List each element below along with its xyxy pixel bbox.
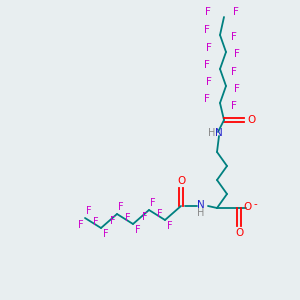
Text: F: F xyxy=(167,221,173,231)
Text: F: F xyxy=(234,84,240,94)
Text: F: F xyxy=(206,77,212,87)
Text: F: F xyxy=(150,198,156,208)
Text: F: F xyxy=(205,7,211,17)
Text: F: F xyxy=(125,213,130,223)
Text: F: F xyxy=(204,60,210,70)
Text: F: F xyxy=(86,206,92,216)
Text: F: F xyxy=(231,67,237,77)
Text: N: N xyxy=(197,200,205,210)
Text: F: F xyxy=(231,32,237,42)
Text: F: F xyxy=(110,216,116,226)
Text: F: F xyxy=(103,229,109,239)
Text: F: F xyxy=(157,209,163,219)
Text: F: F xyxy=(206,43,212,53)
Text: -: - xyxy=(253,199,257,209)
Text: O: O xyxy=(177,176,185,186)
Text: F: F xyxy=(93,217,98,227)
Text: F: F xyxy=(204,25,210,35)
Text: H: H xyxy=(208,128,216,138)
Text: F: F xyxy=(78,220,84,230)
Text: F: F xyxy=(233,7,239,17)
Text: H: H xyxy=(197,208,205,218)
Text: F: F xyxy=(142,212,148,222)
Text: F: F xyxy=(118,202,124,212)
Text: N: N xyxy=(215,128,223,138)
Text: O: O xyxy=(247,115,255,125)
Text: O: O xyxy=(244,202,252,212)
Text: F: F xyxy=(231,101,237,111)
Text: F: F xyxy=(204,94,210,104)
Text: F: F xyxy=(136,225,141,235)
Text: O: O xyxy=(235,228,243,238)
Text: F: F xyxy=(234,49,240,59)
